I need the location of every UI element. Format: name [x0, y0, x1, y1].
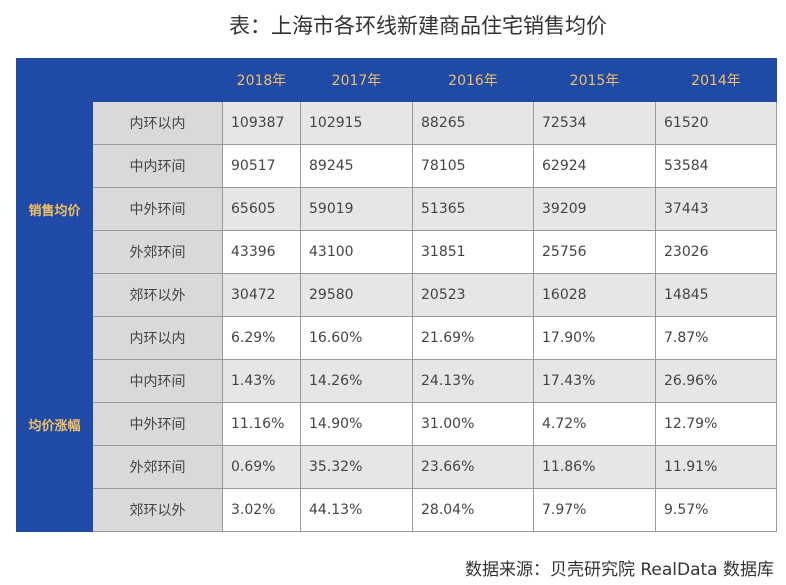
- data-table: 2018年 2017年 2016年 2015年 2014年 销售均价 内环以内 109387 1…: [16, 58, 777, 532]
- table-cell: 21.69%: [412, 316, 534, 360]
- row-label: 中外环间: [92, 402, 223, 446]
- table-cell: 44.13%: [300, 488, 413, 532]
- table-cell: 25756: [533, 230, 656, 274]
- row-label: 内环以内: [92, 101, 223, 145]
- source-note: 数据来源：贝壳研究院 RealData 数据库: [464, 560, 774, 580]
- header-cell: 2018年: [222, 58, 301, 102]
- table-cell: 31851: [412, 230, 534, 274]
- table-row: 均价涨幅 内环以内 6.29% 16.60% 21.69% 17.90% 7.87%: [16, 316, 777, 532]
- title: 表：上海市各环线新建商品住宅销售均价: [229, 14, 607, 38]
- table-cell: 9.57%: [655, 488, 777, 532]
- table-cell: 78105: [412, 144, 534, 188]
- table-cell: 88265: [412, 101, 534, 145]
- table-cell: 14.90%: [300, 402, 413, 446]
- table-cell: 0.69%: [222, 445, 301, 489]
- table-cell: 20523: [412, 273, 534, 317]
- table-cell: 59019: [300, 187, 413, 231]
- table-cell: 28.04%: [412, 488, 534, 532]
- table-cell: 11.16%: [222, 402, 301, 446]
- table-cell: 17.90%: [533, 316, 656, 360]
- table-cell: 23.66%: [412, 445, 534, 489]
- table-cell: 35.32%: [300, 445, 413, 489]
- table-cell: 72534: [533, 101, 656, 145]
- table-row: 郊环以外 3.02% 44.13% 28.04% 7.97% 9.57%: [17, 488, 777, 532]
- table-row: 郊环以外 30472 29580 20523 16028 14845: [17, 273, 777, 317]
- header-cell: [92, 58, 223, 102]
- table-row: 外郊环间 0.69% 35.32% 23.66% 11.86% 11.91%: [17, 445, 777, 489]
- table-cell: 43100: [300, 230, 413, 274]
- header-row: 2018年 2017年 2016年 2015年 2014年: [16, 58, 777, 102]
- table-cell: 7.87%: [655, 316, 777, 360]
- table-cell: 37443: [655, 187, 777, 231]
- table-cell: 89245: [300, 144, 413, 188]
- table-cell: 16.60%: [300, 316, 413, 360]
- header-cell: 2016年: [412, 58, 534, 102]
- table-cell: 43396: [222, 230, 301, 274]
- table-cell: 39209: [533, 187, 656, 231]
- table-cell: 26.96%: [655, 359, 777, 403]
- table-cell: 11.91%: [655, 445, 777, 489]
- table-cell: 90517: [222, 144, 301, 188]
- table-cell: 11.86%: [533, 445, 656, 489]
- row-label: 中外环间: [92, 187, 223, 231]
- table-row: 中外环间 65605 59019 51365 39209 37443: [17, 187, 777, 231]
- table-row: 销售均价 内环以内 109387 102915 88265 72534 61520: [16, 101, 777, 317]
- table-cell: 12.79%: [655, 402, 777, 446]
- table-cell: 30472: [222, 273, 301, 317]
- header-cell: [16, 58, 93, 102]
- table-row: 外郊环间 43396 43100 31851 25756 23026: [17, 230, 777, 274]
- table-cell: 23026: [655, 230, 777, 274]
- table-cell: 4.72%: [533, 402, 656, 446]
- table-cell: 14.26%: [300, 359, 413, 403]
- group-label: 均价涨幅: [16, 316, 93, 532]
- row-label: 中内环间: [92, 359, 223, 403]
- table-cell: 51365: [412, 187, 534, 231]
- table-cell: 102915: [300, 101, 413, 145]
- header-cell: 2015年: [533, 58, 656, 102]
- table-row: 中内环间 1.43% 14.26% 24.13% 17.43% 26.96%: [17, 359, 777, 403]
- table-cell: 6.29%: [222, 316, 301, 360]
- table-cell: 14845: [655, 273, 777, 317]
- table-cell: 31.00%: [412, 402, 534, 446]
- table-cell: 24.13%: [412, 359, 534, 403]
- table-cell: 17.43%: [533, 359, 656, 403]
- header-cell: 2017年: [300, 58, 413, 102]
- row-label: 中内环间: [92, 144, 223, 188]
- table-cell: 109387: [222, 101, 301, 145]
- group-label: 销售均价: [16, 101, 93, 317]
- header-cell: 2014年: [655, 58, 777, 102]
- table-cell: 16028: [533, 273, 656, 317]
- table-cell: 53584: [655, 144, 777, 188]
- table-cell: 3.02%: [222, 488, 301, 532]
- row-label: 外郊环间: [92, 230, 223, 274]
- table-cell: 7.97%: [533, 488, 656, 532]
- table-row: 中外环间 11.16% 14.90% 31.00% 4.72% 12.79%: [17, 402, 777, 446]
- table-row: 中内环间 90517 89245 78105 62924 53584: [17, 144, 777, 188]
- row-label: 内环以内: [92, 316, 223, 360]
- row-label: 郊环以外: [92, 273, 223, 317]
- row-label: 外郊环间: [92, 445, 223, 489]
- table-cell: 61520: [655, 101, 777, 145]
- table-cell: 1.43%: [222, 359, 301, 403]
- table-cell: 29580: [300, 273, 413, 317]
- table-cell: 62924: [533, 144, 656, 188]
- table-cell: 65605: [222, 187, 301, 231]
- row-label: 郊环以外: [92, 488, 223, 532]
